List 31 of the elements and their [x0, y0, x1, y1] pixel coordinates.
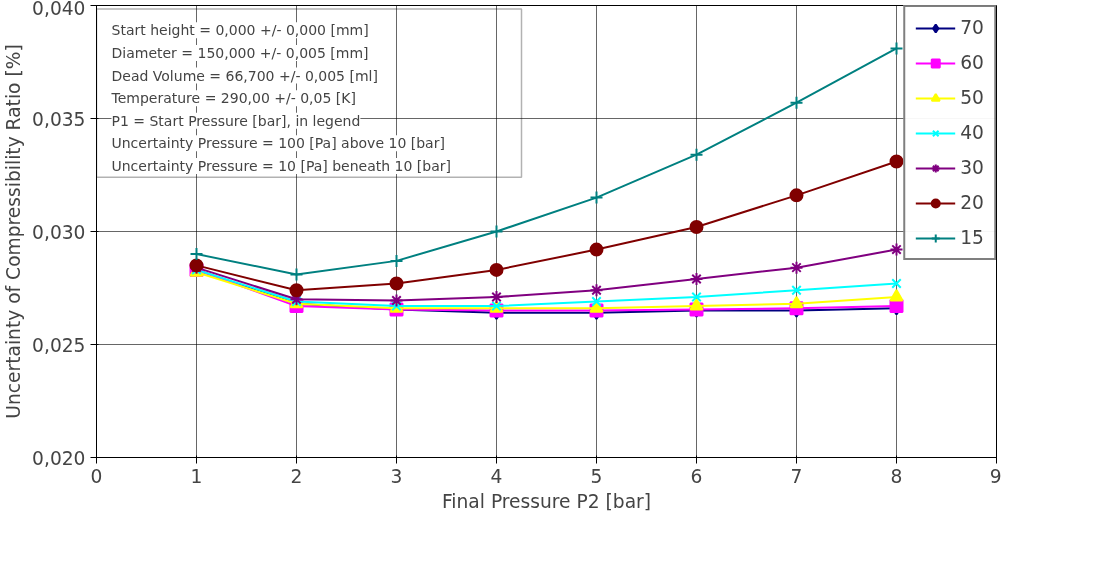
x-tick-label: 2: [290, 465, 303, 487]
annotation: P1 = Start Pressure [bar], in legend: [111, 112, 361, 129]
x-tick-label: 9: [989, 465, 1002, 487]
legend-label: 70: [960, 17, 984, 38]
x-tick-label: 3: [390, 465, 403, 487]
y-tick-label: 0,020: [32, 447, 86, 469]
legend-label: 20: [960, 192, 984, 213]
x-tick-label: 1: [190, 465, 203, 487]
y-axis-title: Uncertainty of Compressibility Ratio [%]: [3, 44, 25, 419]
x-tick-label: 6: [690, 465, 703, 487]
x-tick-label: 5: [590, 465, 603, 487]
legend-label: 60: [960, 52, 984, 73]
annotation: Dead Volume = 66,700 +/- 0,005 [ml]: [111, 67, 378, 84]
legend-label: 40: [960, 122, 984, 143]
annotation: Uncertainty Pressure = 10 [Pa] beneath 10 [bar]: [111, 157, 451, 174]
y-tick-label: 0,030: [32, 221, 86, 243]
x-tick-label: 8: [890, 465, 903, 487]
legend-label: 30: [960, 157, 984, 178]
annotation: Diameter = 150,000 +/- 0,005 [mm]: [111, 44, 369, 61]
x-tick-label: 4: [490, 465, 503, 487]
legend-label: 50: [960, 87, 984, 108]
annotation: Temperature = 290,00 +/- 0,05 [K]: [110, 90, 356, 107]
y-tick-label: 0,040: [32, 0, 86, 19]
x-tick-label: 7: [790, 465, 803, 487]
annotation: Uncertainty Pressure = 100 [Pa] above 10 [bar]: [111, 135, 445, 152]
y-tick-label: 0,025: [32, 334, 86, 356]
legend-label: 15: [960, 227, 984, 248]
x-tick-label: 0: [90, 465, 103, 487]
x-axis-title: Final Pressure P2 [bar]: [441, 490, 652, 512]
annotation: Start height = 0,000 +/- 0,000 [mm]: [111, 22, 369, 39]
y-tick-label: 0,035: [32, 108, 86, 130]
